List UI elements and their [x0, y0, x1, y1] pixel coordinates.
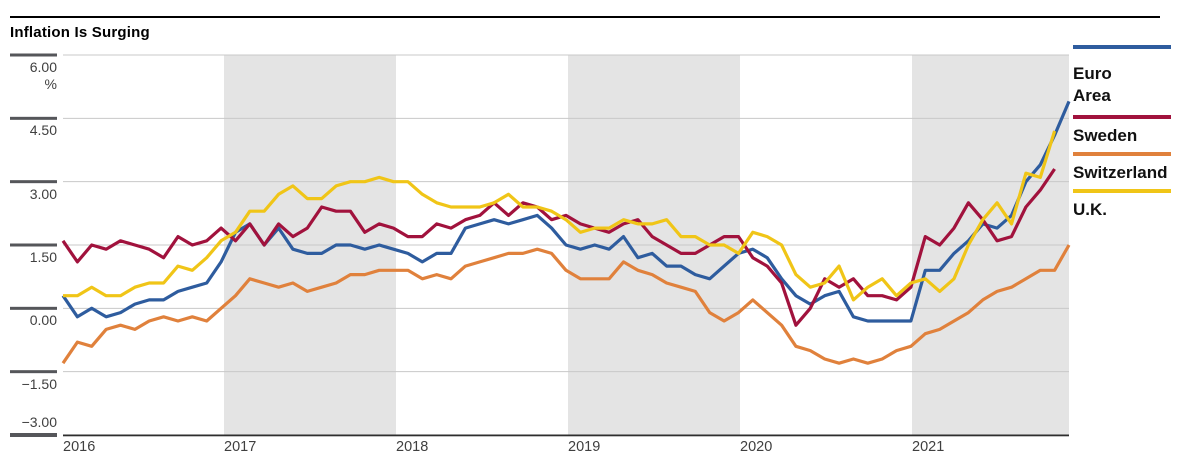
legend-label-line: Area: [1073, 86, 1111, 105]
series-line-euro-area: [61, 100, 1071, 323]
x-axis-line: [63, 434, 1069, 437]
legend-label-line: Sweden: [1073, 126, 1138, 145]
legend-swatch-switzerland: [1073, 152, 1171, 156]
y-axis-label: 3.00: [29, 186, 57, 202]
legend-label-switzerland: Switzerland: [1073, 162, 1173, 184]
series-line-switzerland: [61, 244, 1071, 365]
y-tick: [10, 53, 57, 57]
legend-label-line: U.K.: [1073, 200, 1107, 219]
y-axis-label: −3.00: [21, 414, 57, 430]
legend-label-uk: U.K.: [1073, 199, 1173, 221]
y-tick: [10, 180, 57, 184]
y-axis-label: 1.50: [29, 249, 57, 265]
series-line-sweden: [61, 168, 1056, 327]
x-axis-label: 2016: [63, 439, 96, 455]
x-axis-label: 2017: [224, 439, 257, 455]
legend-label-line: Switzerland: [1073, 163, 1168, 182]
legend-swatch-sweden: [1073, 115, 1171, 119]
series-line-u-k: [63, 130, 1057, 302]
y-tick: [10, 433, 57, 437]
y-tick: [10, 243, 57, 247]
y-tick: [10, 116, 57, 120]
legend-swatch-uk: [1073, 189, 1171, 193]
y-axis-label: 0.00: [29, 312, 57, 328]
page-title: Inflation Is Surging: [10, 24, 150, 41]
y-axis-label: 6.00: [29, 59, 57, 75]
legend-label-line: Euro: [1073, 64, 1112, 83]
legend-label-sweden: Sweden: [1073, 125, 1173, 147]
x-axis-label: 2020: [740, 439, 773, 455]
x-axis-label: 2018: [396, 439, 429, 455]
y-axis-label: −1.50: [21, 376, 57, 392]
legend-swatch-euro-area: [1073, 45, 1171, 49]
x-axis-label: 2021: [912, 439, 945, 455]
y-tick: [10, 306, 57, 310]
x-axis-label: 2019: [568, 439, 601, 455]
legend-label-euro-area: Euro Area: [1073, 63, 1173, 107]
y-axis-label: 4.50: [29, 122, 57, 138]
y-axis-unit-label: %: [44, 76, 57, 92]
header-rule: [10, 16, 1160, 18]
y-tick: [10, 370, 57, 374]
